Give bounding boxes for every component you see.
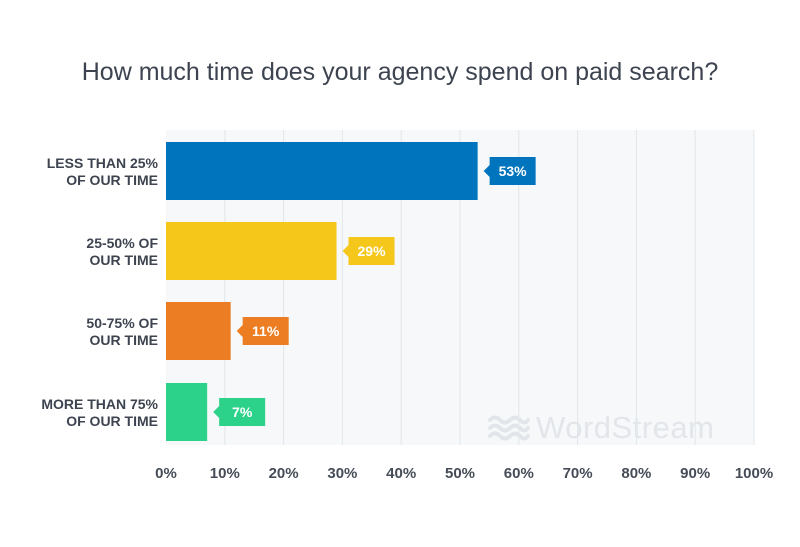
data-label: 11% bbox=[252, 323, 280, 339]
x-tick-label: 50% bbox=[445, 465, 475, 482]
category-label: OF OUR TIME bbox=[66, 172, 158, 188]
x-tick-label: 10% bbox=[210, 465, 240, 482]
bar bbox=[166, 222, 337, 280]
data-label-box bbox=[236, 317, 289, 345]
bar bbox=[166, 142, 478, 200]
bar bbox=[166, 302, 231, 360]
data-label-box bbox=[213, 398, 266, 426]
category-label: 50-75% OF bbox=[86, 315, 158, 331]
data-label-box bbox=[342, 237, 395, 265]
category-label: OUR TIME bbox=[90, 252, 158, 268]
x-tick-label: 40% bbox=[386, 465, 416, 482]
data-label-box bbox=[483, 157, 536, 185]
watermark: WordStream bbox=[488, 410, 715, 445]
x-tick-label: 80% bbox=[621, 465, 651, 482]
x-tick-label: 70% bbox=[563, 465, 593, 482]
x-tick-label: 0% bbox=[155, 465, 177, 482]
data-label: 53% bbox=[499, 163, 528, 179]
x-tick-label: 20% bbox=[269, 465, 299, 482]
watermark-text: WordStream bbox=[536, 410, 715, 445]
category-label: OF OUR TIME bbox=[66, 413, 158, 429]
data-label: 29% bbox=[358, 243, 387, 259]
category-label: MORE THAN 75% bbox=[41, 396, 158, 412]
category-label: OUR TIME bbox=[90, 332, 158, 348]
x-tick-label: 90% bbox=[680, 465, 710, 482]
category-label: LESS THAN 25% bbox=[47, 155, 159, 171]
x-tick-label: 60% bbox=[504, 465, 534, 482]
data-label: 7% bbox=[232, 404, 253, 420]
x-tick-label: 100% bbox=[735, 465, 773, 482]
category-label: 25-50% OF bbox=[86, 235, 158, 251]
bar bbox=[166, 383, 208, 441]
wave-logo-icon bbox=[488, 415, 530, 441]
x-tick-label: 30% bbox=[327, 465, 357, 482]
chart-title: How much time does your agency spend on … bbox=[81, 58, 719, 86]
